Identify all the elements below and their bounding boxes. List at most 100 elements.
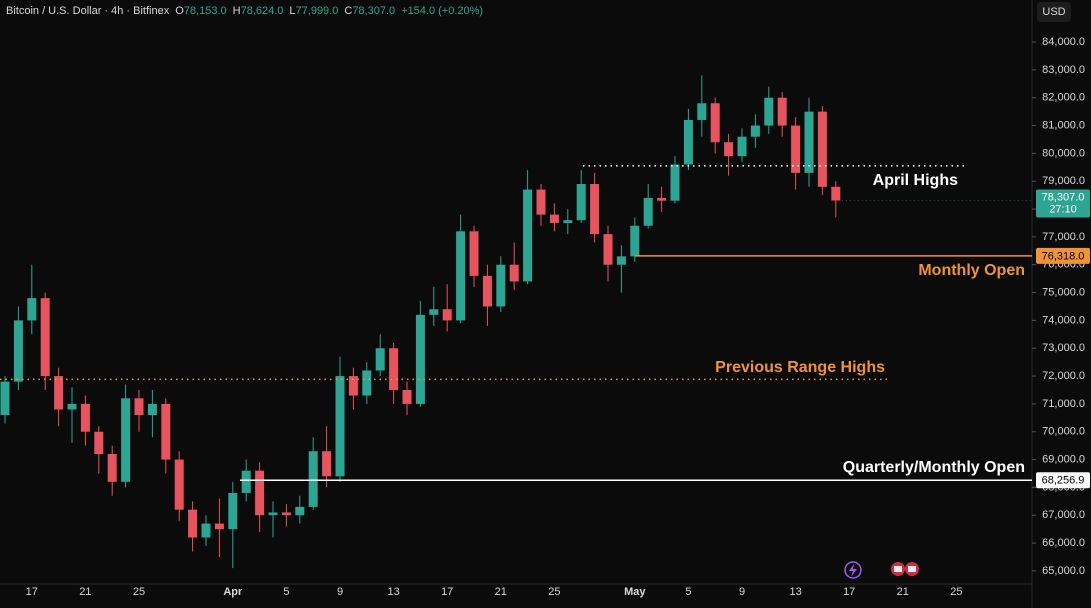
- y-tick-label: 73,000.0: [1042, 342, 1085, 354]
- x-tick-label: 25: [548, 586, 560, 598]
- x-tick-label: 9: [337, 586, 343, 598]
- event-icons: [844, 561, 919, 579]
- candle-body: [389, 348, 399, 390]
- candle-body: [683, 119, 693, 165]
- x-tick-label: May: [624, 586, 646, 598]
- y-tick-label: 77,000.0: [1042, 231, 1085, 243]
- candle-body: [643, 197, 653, 226]
- candle-body: [415, 314, 425, 404]
- candle-body: [322, 451, 332, 477]
- x-tick-label: 17: [26, 586, 38, 598]
- candle-body: [241, 470, 251, 493]
- ohlc-label: H: [233, 5, 241, 17]
- level-label: Previous Range Highs: [715, 359, 885, 376]
- ohlc-value: 78,307.0: [352, 5, 395, 17]
- x-tick-label: 17: [843, 586, 855, 598]
- candle-body: [0, 381, 10, 416]
- candle-body: [308, 451, 318, 507]
- y-tick-label: 66,000.0: [1042, 537, 1085, 549]
- x-tick-label: 17: [441, 586, 453, 598]
- candle-body: [750, 125, 760, 137]
- candle-body: [255, 470, 265, 516]
- candle-body: [268, 512, 278, 516]
- candle-body: [509, 264, 519, 282]
- candle-body: [27, 298, 37, 321]
- candle-body: [549, 214, 559, 223]
- y-tick-label: 65,000.0: [1042, 565, 1085, 577]
- last-price-label: 78,307.0: [1042, 191, 1085, 203]
- candle-body: [188, 509, 198, 538]
- candle-body: [804, 111, 814, 173]
- candle-body: [214, 523, 224, 530]
- candle-body: [657, 197, 667, 201]
- candle-body: [228, 492, 238, 530]
- x-tick-label: Apr: [223, 586, 243, 598]
- flag: [908, 566, 916, 572]
- candle-body: [121, 398, 131, 482]
- currency[interactable]: USD: [1042, 6, 1065, 18]
- x-tick-label: 25: [133, 586, 145, 598]
- y-tick-label: 67,000.0: [1042, 509, 1085, 521]
- y-tick-label: 72,000.0: [1042, 370, 1085, 382]
- candle-body: [764, 97, 774, 126]
- y-tick-label: 81,000.0: [1042, 119, 1085, 131]
- candle-body: [161, 403, 171, 460]
- symbol: Bitcoin / U.S. Dollar · 4h · Bitfinex: [6, 5, 170, 17]
- candle-body: [456, 231, 466, 321]
- candle-body: [817, 111, 827, 187]
- candle-body: [563, 220, 573, 223]
- x-tick-label: 9: [739, 586, 745, 598]
- candle-body: [107, 454, 117, 482]
- candle-body: [697, 103, 707, 120]
- last-price-tag: [1036, 189, 1090, 218]
- event-icon[interactable]: [844, 561, 862, 579]
- candle-body: [536, 189, 546, 215]
- y-tick-label: 74,000.0: [1042, 314, 1085, 326]
- candle-body: [831, 186, 841, 201]
- x-tick-label: 25: [950, 586, 962, 598]
- x-tick-label: 5: [685, 586, 691, 598]
- candle-body: [295, 506, 305, 516]
- y-tick-label: 84,000.0: [1042, 36, 1085, 48]
- price-tag: [1036, 247, 1090, 264]
- candle-body: [710, 103, 720, 143]
- candle-body: [134, 398, 144, 416]
- level-label: Quarterly/Monthly Open: [843, 459, 1025, 476]
- candle-body: [54, 376, 64, 410]
- candle-body: [40, 298, 50, 377]
- candle-body: [362, 370, 372, 396]
- price-tag: [1036, 472, 1090, 489]
- y-tick-label: 75,000.0: [1042, 286, 1085, 298]
- y-tick-label: 80,000.0: [1042, 147, 1085, 159]
- candle-body: [791, 125, 801, 173]
- candle-body: [724, 142, 734, 157]
- candle-body: [281, 512, 291, 516]
- ohlc-value: 78,153.0: [184, 5, 227, 17]
- countdown: 27:10: [1049, 203, 1077, 215]
- candle-body: [201, 523, 211, 538]
- currency-box[interactable]: [1037, 2, 1071, 22]
- y-tick-label: 71,000.0: [1042, 398, 1085, 410]
- candle-body: [496, 264, 506, 307]
- candle-body: [402, 389, 412, 404]
- y-tick-label: 79,000.0: [1042, 175, 1085, 187]
- candle-body: [630, 225, 640, 257]
- ohlc-label: C: [344, 5, 352, 17]
- ohlc-label: L: [289, 5, 295, 17]
- ohlc-value: 77,999.0: [296, 5, 339, 17]
- x-tick-label: 5: [283, 586, 289, 598]
- candle-body: [375, 348, 385, 371]
- y-tick-label: 70,000.0: [1042, 426, 1085, 438]
- candle-body: [523, 189, 533, 282]
- ohlc-label: O: [175, 5, 184, 17]
- x-tick-label: 13: [387, 586, 399, 598]
- candle-body: [335, 376, 345, 477]
- x-tick-label: 21: [897, 586, 909, 598]
- candle-body: [616, 256, 626, 265]
- event-icon-bolt: [849, 564, 857, 577]
- candle-body: [737, 136, 747, 157]
- candle-body: [442, 309, 452, 321]
